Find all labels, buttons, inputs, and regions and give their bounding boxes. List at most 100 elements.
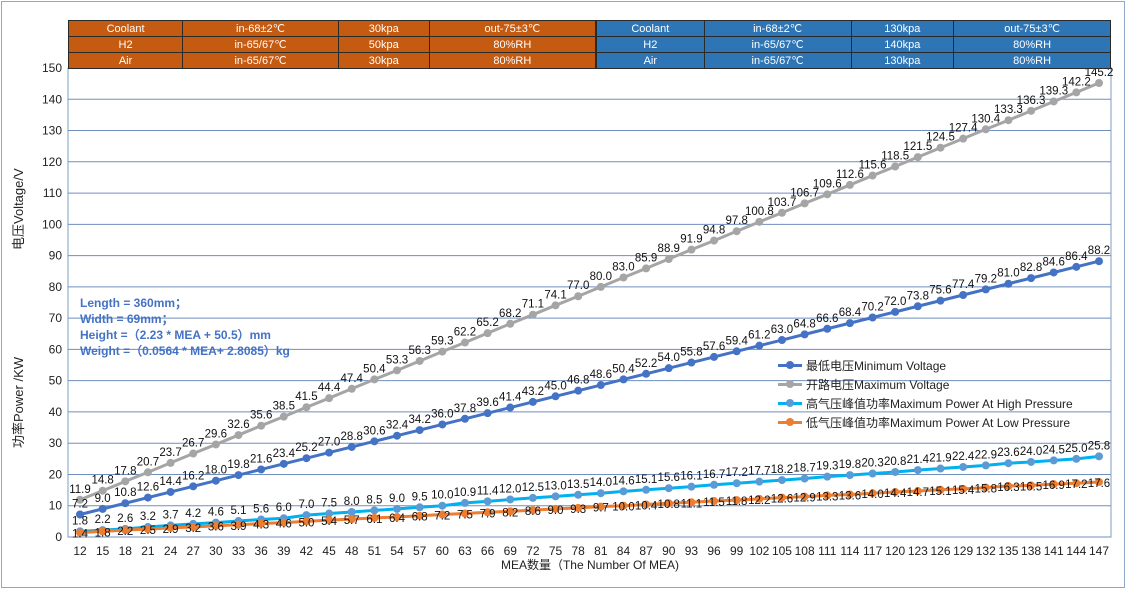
data-point (460, 338, 469, 347)
data-label: 26.7 (182, 438, 204, 450)
data-point (981, 461, 990, 470)
data-label: 12.5 (522, 482, 544, 494)
series-line (79, 81, 1100, 502)
y-tick-label: 70 (49, 311, 63, 325)
data-point (393, 512, 402, 521)
data-label: 16.9 (1043, 480, 1065, 492)
condition-cell: 130kpa (850, 52, 955, 69)
data-point (868, 469, 877, 478)
data-label: 25.2 (295, 442, 317, 454)
legend-item: 低气压峰值功率Maximum Power At Low Pressure (778, 413, 1073, 432)
x-tick-label: 30 (209, 544, 223, 558)
low-pressure-conditions-table: Coolant in-68±2℃ 30kpa out-75±3℃ H2 in-65/67℃… (67, 20, 597, 69)
data-point (710, 352, 719, 361)
data-label: 83.0 (612, 261, 634, 273)
x-tick-label: 42 (300, 544, 314, 558)
data-point (732, 347, 741, 356)
data-label: 13.3 (816, 491, 838, 503)
data-label: 91.9 (680, 234, 702, 246)
data-point (777, 493, 786, 502)
data-point (936, 296, 945, 305)
data-label: 80.0 (590, 271, 612, 283)
condition-cell: 80%RH (428, 52, 597, 69)
y-tick-label: 110 (43, 186, 62, 200)
data-label: 9.0 (95, 493, 111, 505)
y-tick-label: 10 (49, 499, 63, 513)
data-label: 13.0 (544, 480, 566, 492)
data-label: 24.5 (1043, 444, 1065, 456)
data-label: 17.2 (1065, 479, 1087, 491)
x-tick-label: 39 (277, 544, 291, 558)
data-label: 15.6 (658, 472, 680, 484)
data-label: 7.0 (298, 499, 314, 511)
data-point (823, 324, 832, 333)
data-point (642, 500, 651, 509)
data-label: 18.7 (793, 463, 815, 475)
data-point (891, 487, 900, 496)
data-point (1072, 479, 1081, 488)
data-label: 50.4 (363, 363, 386, 375)
data-point (664, 364, 673, 373)
data-label: 16.7 (703, 469, 725, 481)
data-label: 11.8 (726, 496, 748, 508)
data-point (211, 440, 220, 449)
data-point (370, 506, 379, 515)
data-label: 68.4 (839, 307, 862, 319)
data-point (800, 474, 809, 483)
x-tick-label: 144 (1066, 544, 1086, 558)
y-tick-label: 100 (42, 217, 62, 231)
data-label: 11.1 (681, 498, 703, 510)
data-label: 59.4 (725, 335, 748, 347)
data-label: 19.8 (839, 459, 861, 471)
data-point (800, 492, 809, 501)
data-point (438, 420, 447, 429)
data-point (891, 162, 900, 171)
condition-row: H2 in-65/67℃ 50kpa 80%RH (67, 36, 597, 53)
x-tick-label: 18 (119, 544, 133, 558)
data-label: 2.6 (117, 513, 133, 525)
data-point (913, 487, 922, 496)
data-label: 41.4 (499, 392, 522, 404)
data-point (370, 437, 379, 446)
data-point (845, 490, 854, 499)
data-label: 11.9 (69, 484, 91, 496)
x-tick-label: 57 (413, 544, 427, 558)
data-point (1027, 106, 1036, 115)
data-point (777, 336, 786, 345)
data-label: 121.5 (903, 141, 932, 153)
data-point (687, 482, 696, 491)
data-point (415, 426, 424, 435)
data-point (415, 356, 424, 365)
condition-cell: 130kpa (850, 20, 955, 37)
condition-cell: in-65/67℃ (703, 52, 852, 69)
data-label: 139.3 (1039, 85, 1068, 97)
condition-cell: in-65/67℃ (182, 52, 339, 69)
legend-label: 开路电压Maximum Voltage (806, 378, 950, 392)
data-label: 48.6 (590, 369, 612, 381)
x-tick-label: 90 (662, 544, 676, 558)
x-tick-label: 72 (526, 544, 540, 558)
x-tick-label: 60 (436, 544, 450, 558)
data-point (755, 477, 764, 486)
data-label: 9.5 (412, 491, 428, 503)
data-label: 77.4 (952, 279, 975, 291)
data-point (936, 485, 945, 494)
condition-row: H2 in-65/67℃ 140kpa 80%RH (596, 36, 1111, 53)
data-label: 21.6 (250, 453, 272, 465)
data-label: 21.4 (907, 454, 930, 466)
x-tick-label: 75 (549, 544, 563, 558)
series-line (79, 454, 1100, 533)
data-point (166, 487, 175, 496)
data-point (1004, 116, 1013, 125)
data-point (347, 384, 356, 393)
data-label: 2.2 (117, 526, 133, 538)
data-point (891, 307, 900, 316)
data-point (710, 480, 719, 489)
condition-cell: in-65/67℃ (703, 36, 852, 53)
data-label: 9.7 (593, 503, 609, 515)
note-length: Length = 360mm； (80, 296, 188, 310)
data-point (460, 498, 469, 507)
data-point (143, 468, 152, 477)
y-tick-label: 60 (49, 342, 63, 356)
